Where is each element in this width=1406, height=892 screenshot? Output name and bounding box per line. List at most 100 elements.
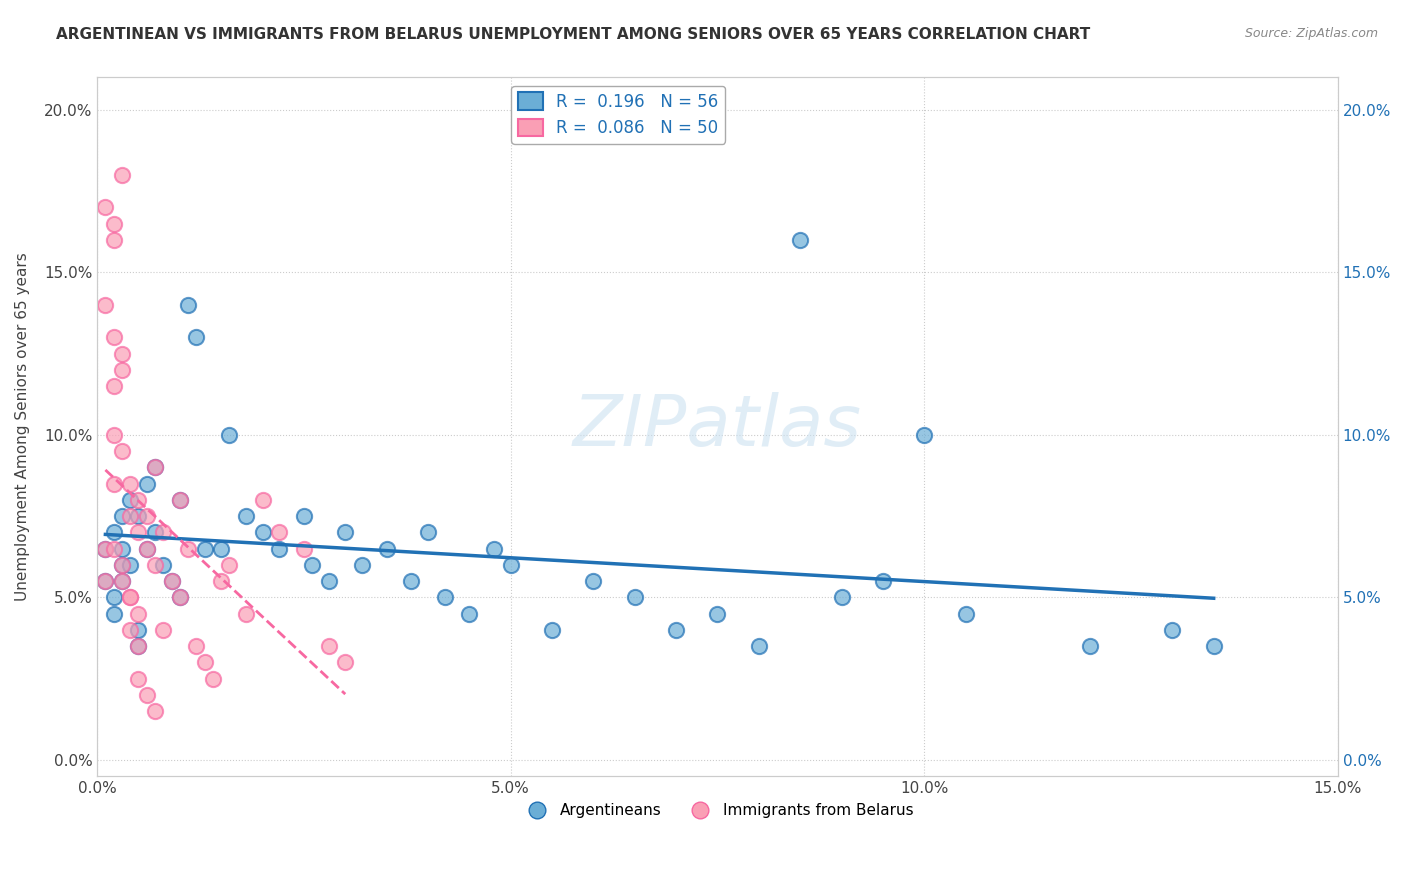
Point [267, 541, 290, 556]
Point [127, 509, 149, 524]
Point [127, 525, 149, 540]
Point [111, 574, 134, 589]
Point [458, 607, 481, 621]
Point [120, 591, 142, 605]
Point [218, 428, 240, 442]
Point [120, 492, 142, 507]
Point [143, 460, 166, 475]
Point [111, 363, 134, 377]
Text: ZIPatlas: ZIPatlas [572, 392, 862, 461]
Point [292, 509, 315, 524]
Y-axis label: Unemployment Among Seniors over 65 years: Unemployment Among Seniors over 65 years [15, 252, 30, 601]
Point [160, 574, 183, 589]
Text: ARGENTINEAN VS IMMIGRANTS FROM BELARUS UNEMPLOYMENT AMONG SENIORS OVER 65 YEARS : ARGENTINEAN VS IMMIGRANTS FROM BELARUS U… [56, 27, 1091, 42]
Point [94, 574, 117, 589]
Point [582, 574, 605, 589]
Point [401, 574, 423, 589]
Point [94, 574, 117, 589]
Point [152, 558, 174, 572]
Point [135, 509, 157, 524]
Point [375, 541, 398, 556]
Point [335, 656, 357, 670]
Point [416, 525, 439, 540]
Point [111, 444, 134, 458]
Point [318, 639, 340, 653]
Point [318, 574, 340, 589]
Point [94, 541, 117, 556]
Point [143, 460, 166, 475]
Point [201, 672, 224, 686]
Point [94, 201, 117, 215]
Point [111, 168, 134, 182]
Point [111, 558, 134, 572]
Point [152, 623, 174, 637]
Point [103, 233, 125, 247]
Point [292, 541, 315, 556]
Point [335, 525, 357, 540]
Point [169, 591, 191, 605]
Point [127, 639, 149, 653]
Point [135, 688, 157, 702]
Point [186, 639, 208, 653]
Point [111, 574, 134, 589]
Point [103, 607, 125, 621]
Point [194, 541, 217, 556]
Text: Source: ZipAtlas.com: Source: ZipAtlas.com [1244, 27, 1378, 40]
Point [186, 330, 208, 344]
Point [252, 525, 274, 540]
Point [1161, 623, 1184, 637]
Point [120, 623, 142, 637]
Point [103, 379, 125, 393]
Point [623, 591, 645, 605]
Point [111, 347, 134, 361]
Point [135, 541, 157, 556]
Point [267, 525, 290, 540]
Point [177, 541, 200, 556]
Point [127, 639, 149, 653]
Point [748, 639, 770, 653]
Point [111, 558, 134, 572]
Point [831, 591, 853, 605]
Point [235, 607, 257, 621]
Point [872, 574, 894, 589]
Point [143, 525, 166, 540]
Point [152, 525, 174, 540]
Point [103, 476, 125, 491]
Point [1202, 639, 1225, 653]
Point [955, 607, 977, 621]
Point [103, 428, 125, 442]
Point [120, 476, 142, 491]
Point [789, 233, 811, 247]
Point [120, 558, 142, 572]
Point [127, 672, 149, 686]
Point [94, 298, 117, 312]
Point [218, 558, 240, 572]
Point [103, 330, 125, 344]
Point [143, 704, 166, 718]
Point [912, 428, 935, 442]
Point [169, 591, 191, 605]
Point [120, 509, 142, 524]
Point [127, 492, 149, 507]
Point [103, 541, 125, 556]
Point [103, 591, 125, 605]
Point [499, 558, 522, 572]
Point [665, 623, 688, 637]
Point [103, 217, 125, 231]
Point [169, 492, 191, 507]
Point [169, 492, 191, 507]
Point [94, 541, 117, 556]
Point [541, 623, 564, 637]
Point [433, 591, 456, 605]
Point [111, 509, 134, 524]
Point [194, 656, 217, 670]
Point [177, 298, 200, 312]
Point [103, 525, 125, 540]
Legend: Argentineans, Immigrants from Belarus: Argentineans, Immigrants from Belarus [516, 797, 920, 824]
Point [111, 541, 134, 556]
Point [482, 541, 505, 556]
Point [135, 541, 157, 556]
Point [127, 607, 149, 621]
Point [252, 492, 274, 507]
Point [135, 476, 157, 491]
